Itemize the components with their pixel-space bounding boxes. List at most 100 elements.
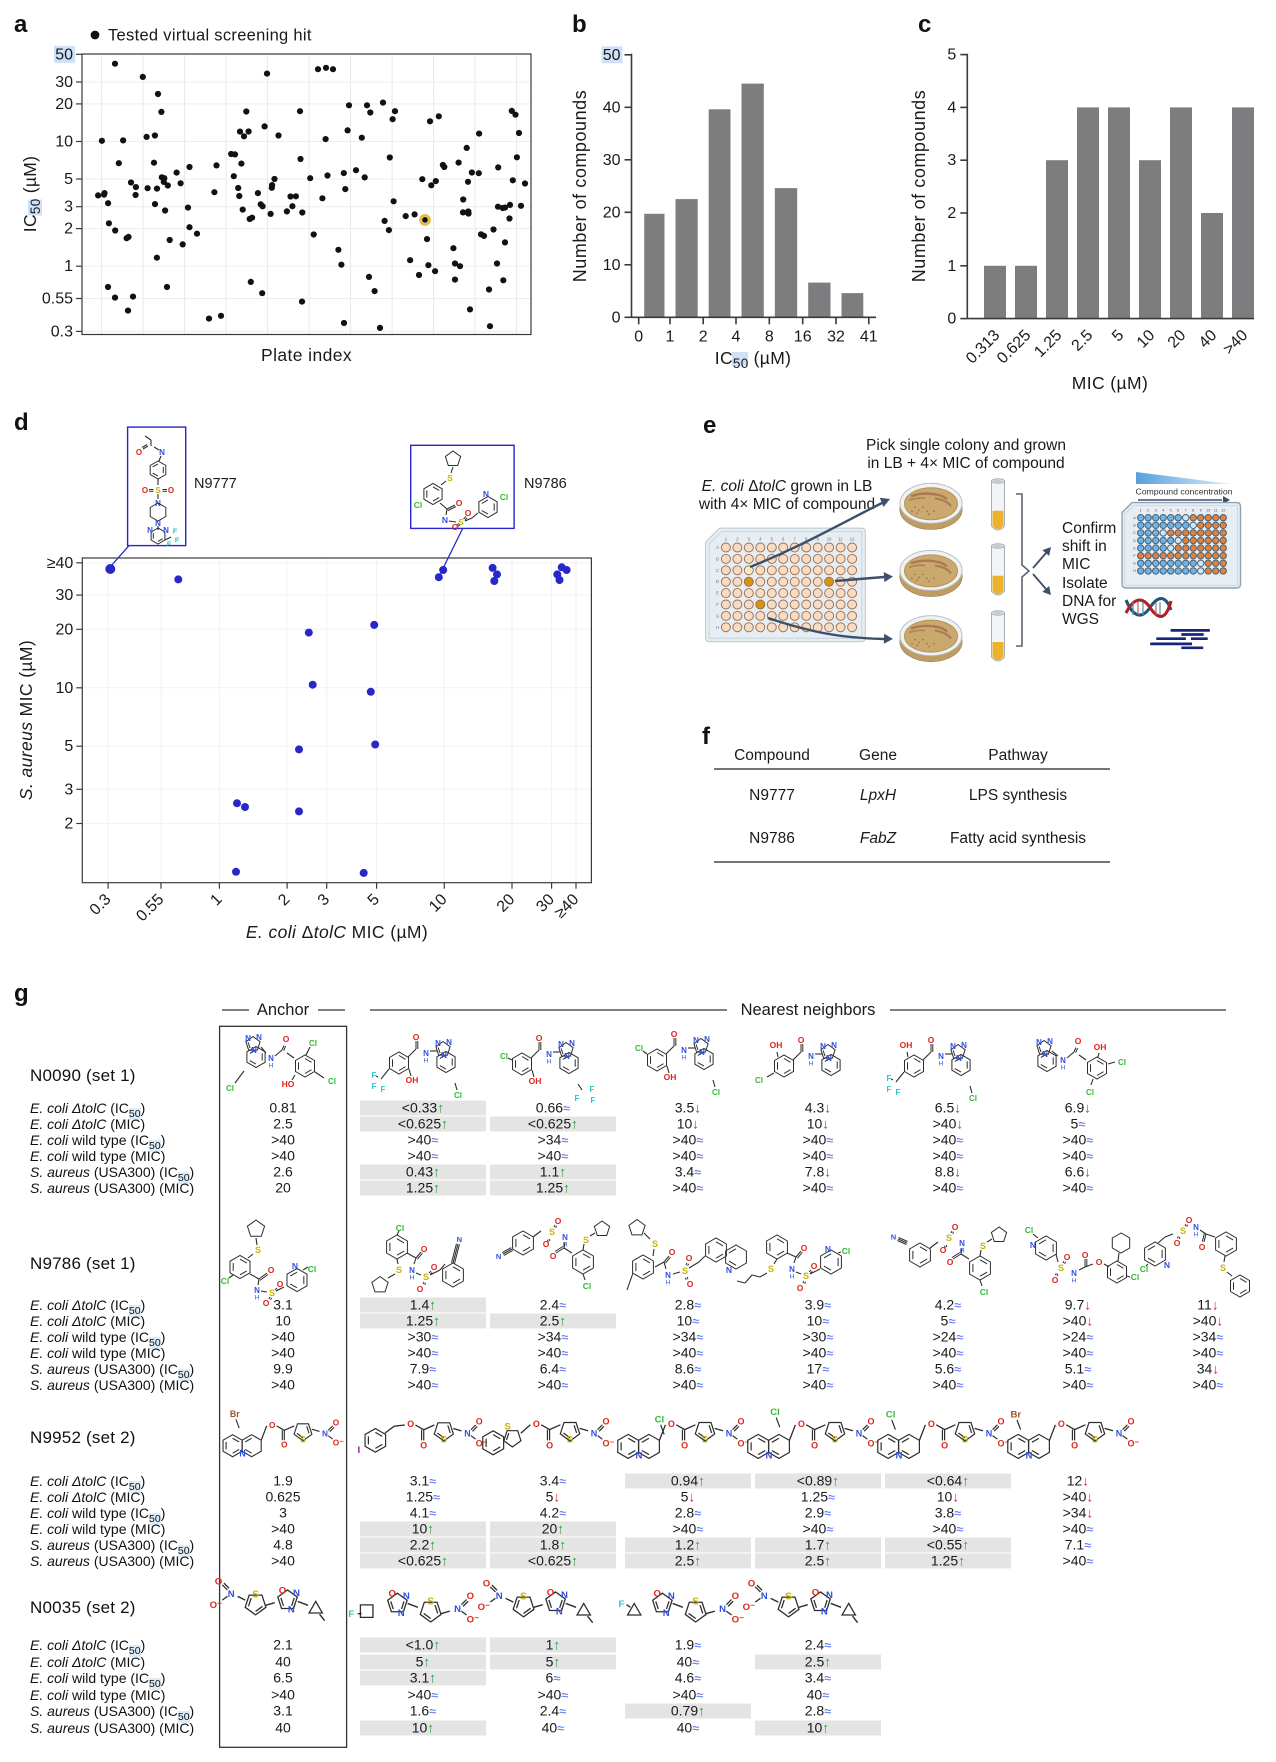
svg-text:5: 5	[1170, 509, 1172, 513]
svg-text:E: E	[1133, 546, 1136, 550]
svg-text:C: C	[716, 568, 719, 573]
svg-text:>40≈: >40≈	[408, 1345, 439, 1361]
svg-text:N: N	[956, 1054, 962, 1063]
svg-text:5: 5	[64, 171, 73, 188]
svg-text:1: 1	[725, 537, 728, 542]
svg-text:0.55: 0.55	[42, 291, 73, 308]
svg-text:Br: Br	[1010, 1409, 1021, 1420]
svg-text:0.625: 0.625	[265, 1489, 300, 1505]
svg-text:O⁻: O⁻	[603, 1438, 615, 1448]
svg-text:O: O	[277, 1279, 284, 1289]
svg-text:2: 2	[275, 891, 293, 909]
svg-text:N: N	[159, 448, 165, 457]
svg-text:OH: OH	[406, 1075, 419, 1085]
svg-text:N: N	[820, 1042, 826, 1051]
svg-text:50: 50	[55, 46, 73, 63]
svg-text:30: 30	[56, 587, 74, 604]
svg-text:>40: >40	[271, 1148, 295, 1164]
svg-text:F: F	[575, 1094, 580, 1103]
svg-text:11: 11	[1214, 509, 1218, 513]
svg-text:1.9≈: 1.9≈	[675, 1637, 702, 1653]
svg-text:40: 40	[275, 1720, 291, 1736]
svg-text:12: 12	[850, 537, 855, 542]
svg-text:O⁻: O⁻	[476, 1438, 488, 1448]
svg-text:4.2≈: 4.2≈	[540, 1505, 567, 1521]
svg-text:1.9: 1.9	[273, 1473, 293, 1489]
svg-text:2.4≈: 2.4≈	[540, 1297, 567, 1313]
svg-text:2: 2	[1147, 509, 1149, 513]
svg-text:2: 2	[699, 328, 708, 345]
svg-text:N9777: N9777	[194, 476, 237, 492]
svg-text:10: 10	[603, 257, 621, 274]
svg-text:N: N	[268, 1054, 274, 1063]
svg-text:N: N	[403, 1591, 410, 1602]
svg-text:>40≈: >40≈	[408, 1148, 439, 1164]
svg-text:>40≈: >40≈	[673, 1180, 704, 1196]
svg-text:6.4≈: 6.4≈	[540, 1361, 567, 1377]
svg-text:>30≈: >30≈	[803, 1329, 834, 1345]
svg-text:6.5↓: 6.5↓	[935, 1100, 961, 1116]
svg-text:N: N	[569, 1039, 575, 1048]
svg-text:3.1≈: 3.1≈	[410, 1473, 437, 1489]
svg-text:0: 0	[612, 309, 621, 326]
svg-text:E: E	[716, 591, 719, 596]
svg-text:N: N	[483, 489, 489, 499]
svg-text:1: 1	[1140, 509, 1142, 513]
svg-text:O: O	[263, 1298, 270, 1308]
svg-text:Pick single colony and grown: Pick single colony and grown	[866, 437, 1066, 454]
svg-text:>40≈: >40≈	[803, 1132, 834, 1148]
svg-text:N: N	[464, 1428, 470, 1438]
svg-text:H: H	[1072, 1278, 1077, 1285]
svg-text:2: 2	[947, 205, 956, 222]
svg-text:10: 10	[1206, 509, 1210, 513]
svg-text:5≈: 5≈	[1071, 1116, 1086, 1132]
svg-text:30: 30	[55, 74, 73, 91]
svg-text:O: O	[550, 1251, 557, 1261]
svg-text:H: H	[410, 1275, 415, 1282]
svg-text:>40≈: >40≈	[933, 1132, 964, 1148]
svg-text:O: O	[686, 1253, 693, 1263]
svg-text:O: O	[669, 1247, 676, 1257]
svg-text:>40≈: >40≈	[1063, 1148, 1094, 1164]
svg-text:>40: >40	[271, 1553, 295, 1569]
svg-text:Number of compounds: Number of compounds	[570, 90, 590, 283]
svg-text:N: N	[496, 1591, 503, 1602]
svg-text:6.9↓: 6.9↓	[1065, 1100, 1091, 1116]
svg-text:>40↓: >40↓	[933, 1116, 964, 1132]
svg-text:N: N	[293, 1588, 300, 1599]
svg-text:Cl: Cl	[500, 492, 509, 502]
svg-text:>40≈: >40≈	[673, 1148, 704, 1164]
svg-text:3.1↑: 3.1↑	[410, 1670, 436, 1686]
svg-text:N: N	[789, 1265, 795, 1274]
svg-text:O: O	[801, 1243, 808, 1253]
svg-text:O: O	[668, 1419, 675, 1429]
svg-text:N: N	[704, 1035, 710, 1044]
svg-text:4: 4	[759, 537, 762, 542]
svg-text:>40: >40	[1220, 327, 1251, 358]
svg-text:S: S	[255, 1245, 261, 1255]
svg-text:O: O	[476, 1417, 483, 1427]
svg-text:5↑: 5↑	[416, 1654, 431, 1670]
svg-text:F: F	[1133, 554, 1136, 558]
svg-text:40≈: 40≈	[542, 1720, 565, 1736]
svg-text:O⁻: O⁻	[998, 1438, 1010, 1448]
svg-text:S: S	[962, 1435, 969, 1446]
svg-text:2: 2	[64, 816, 73, 833]
svg-text:N: N	[663, 1608, 670, 1619]
svg-text:0: 0	[634, 328, 643, 345]
svg-text:O: O	[867, 1416, 874, 1426]
svg-text:Plate index: Plate index	[261, 345, 352, 365]
svg-text:<0.625↑: <0.625↑	[528, 1116, 578, 1132]
svg-text:O: O	[142, 486, 148, 495]
svg-text:H: H	[424, 1058, 429, 1065]
svg-text:Cl: Cl	[1140, 1264, 1149, 1274]
svg-text:O: O	[431, 1262, 438, 1272]
svg-text:10: 10	[426, 891, 451, 916]
svg-text:N: N	[228, 1589, 235, 1600]
svg-text:>40≈: >40≈	[673, 1521, 704, 1537]
svg-text:3: 3	[1155, 509, 1157, 513]
svg-text:Cl: Cl	[309, 1039, 317, 1048]
svg-text:O: O	[737, 1416, 744, 1426]
svg-text:1.25↑: 1.25↑	[931, 1553, 965, 1569]
svg-text:Cl: Cl	[712, 1088, 720, 1097]
